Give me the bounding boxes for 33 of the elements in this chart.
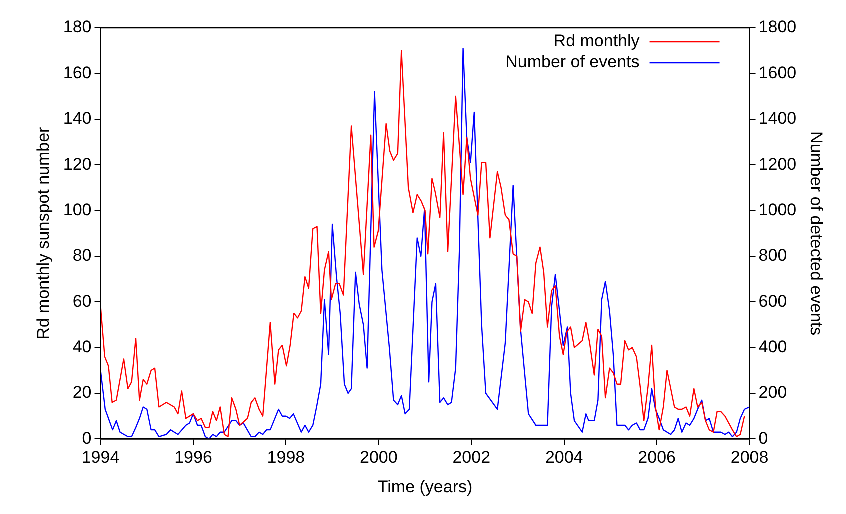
y-tick-label: 100: [63, 200, 92, 220]
x-tick-label: 2002: [452, 448, 491, 468]
y-tick-label: 60: [72, 292, 92, 311]
y2-tick-label: 1200: [758, 154, 797, 174]
y2-tick-label: 1600: [758, 63, 797, 82]
legend-label: Number of events: [506, 52, 640, 72]
legend-label: Rd monthly: [554, 32, 640, 51]
x-tick-label: 2004: [545, 448, 584, 468]
y-tick-label: 0: [82, 428, 92, 448]
x-tick-label: 1994: [82, 448, 120, 468]
y2-axis-title: Number of detected events: [807, 132, 826, 336]
y-axis-title: Rd monthly sunspot number: [34, 126, 53, 340]
y2-tick-label: 1000: [758, 200, 797, 220]
x-tick-label: 1996: [174, 448, 212, 468]
y-tick-label: 120: [63, 154, 92, 174]
y2-tick-label: 600: [758, 292, 788, 311]
y2-tick-label: 400: [758, 338, 788, 357]
y2-tick-label: 0: [758, 428, 768, 448]
x-tick-label: 2006: [638, 448, 676, 468]
x-tick-label: 2000: [360, 448, 398, 468]
y-tick-label: 40: [72, 338, 92, 357]
y-tick-label: 140: [63, 109, 92, 128]
x-axis-title: Time (years): [378, 477, 473, 496]
y2-tick-label: 1400: [758, 109, 797, 128]
x-tick-label: 1998: [267, 448, 306, 468]
y2-tick-label: 200: [758, 383, 788, 402]
x-tick-label: 2008: [730, 448, 769, 468]
y2-tick-label: 1800: [758, 18, 797, 37]
y-tick-label: 180: [63, 18, 92, 37]
y-tick-label: 80: [72, 246, 92, 266]
y-tick-label: 20: [72, 383, 92, 402]
y-tick-label: 160: [63, 63, 92, 82]
y2-tick-label: 800: [758, 246, 788, 266]
